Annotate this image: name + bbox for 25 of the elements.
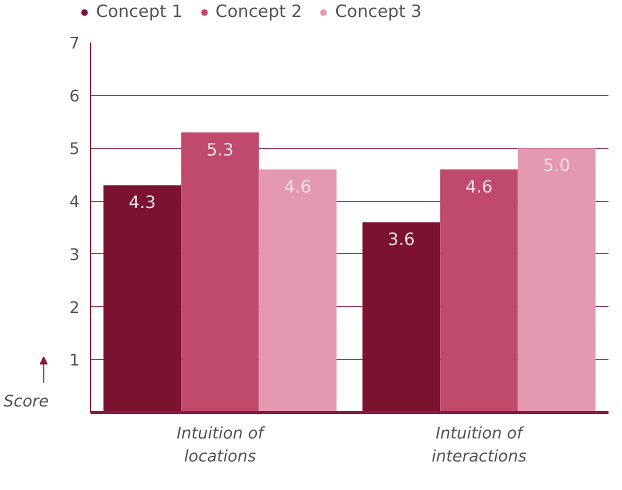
bar [518,148,596,412]
y-axis-title: Score [4,392,49,410]
legend-label: Concept 3 [335,2,422,22]
data-label: 4.6 [284,177,312,198]
bar [362,222,440,412]
data-label: 5.3 [206,140,234,160]
x-tick-label: Intuition of interactions [432,424,526,466]
x-tick-label: Intuition of locations [176,424,266,466]
y-tick-label: 6 [69,86,80,106]
data-label: 5.0 [543,156,570,176]
y-tick-label: 1 [69,350,80,370]
legend-label: Concept 2 [216,2,302,22]
data-label: 4.6 [465,177,493,198]
y-tick-label: 5 [69,139,80,158]
y-tick-label: 2 [69,298,80,317]
legend-label: Concept 1 [96,2,183,22]
y-tick-label: 4 [69,192,80,212]
y-tick-label: 7 [69,34,80,52]
data-label: 4.3 [128,193,156,214]
bar [103,185,182,412]
bar [258,169,337,412]
data-label: 3.6 [388,230,415,250]
bar [181,132,259,412]
bar [440,169,518,412]
y-tick-label: 3 [69,244,80,264]
